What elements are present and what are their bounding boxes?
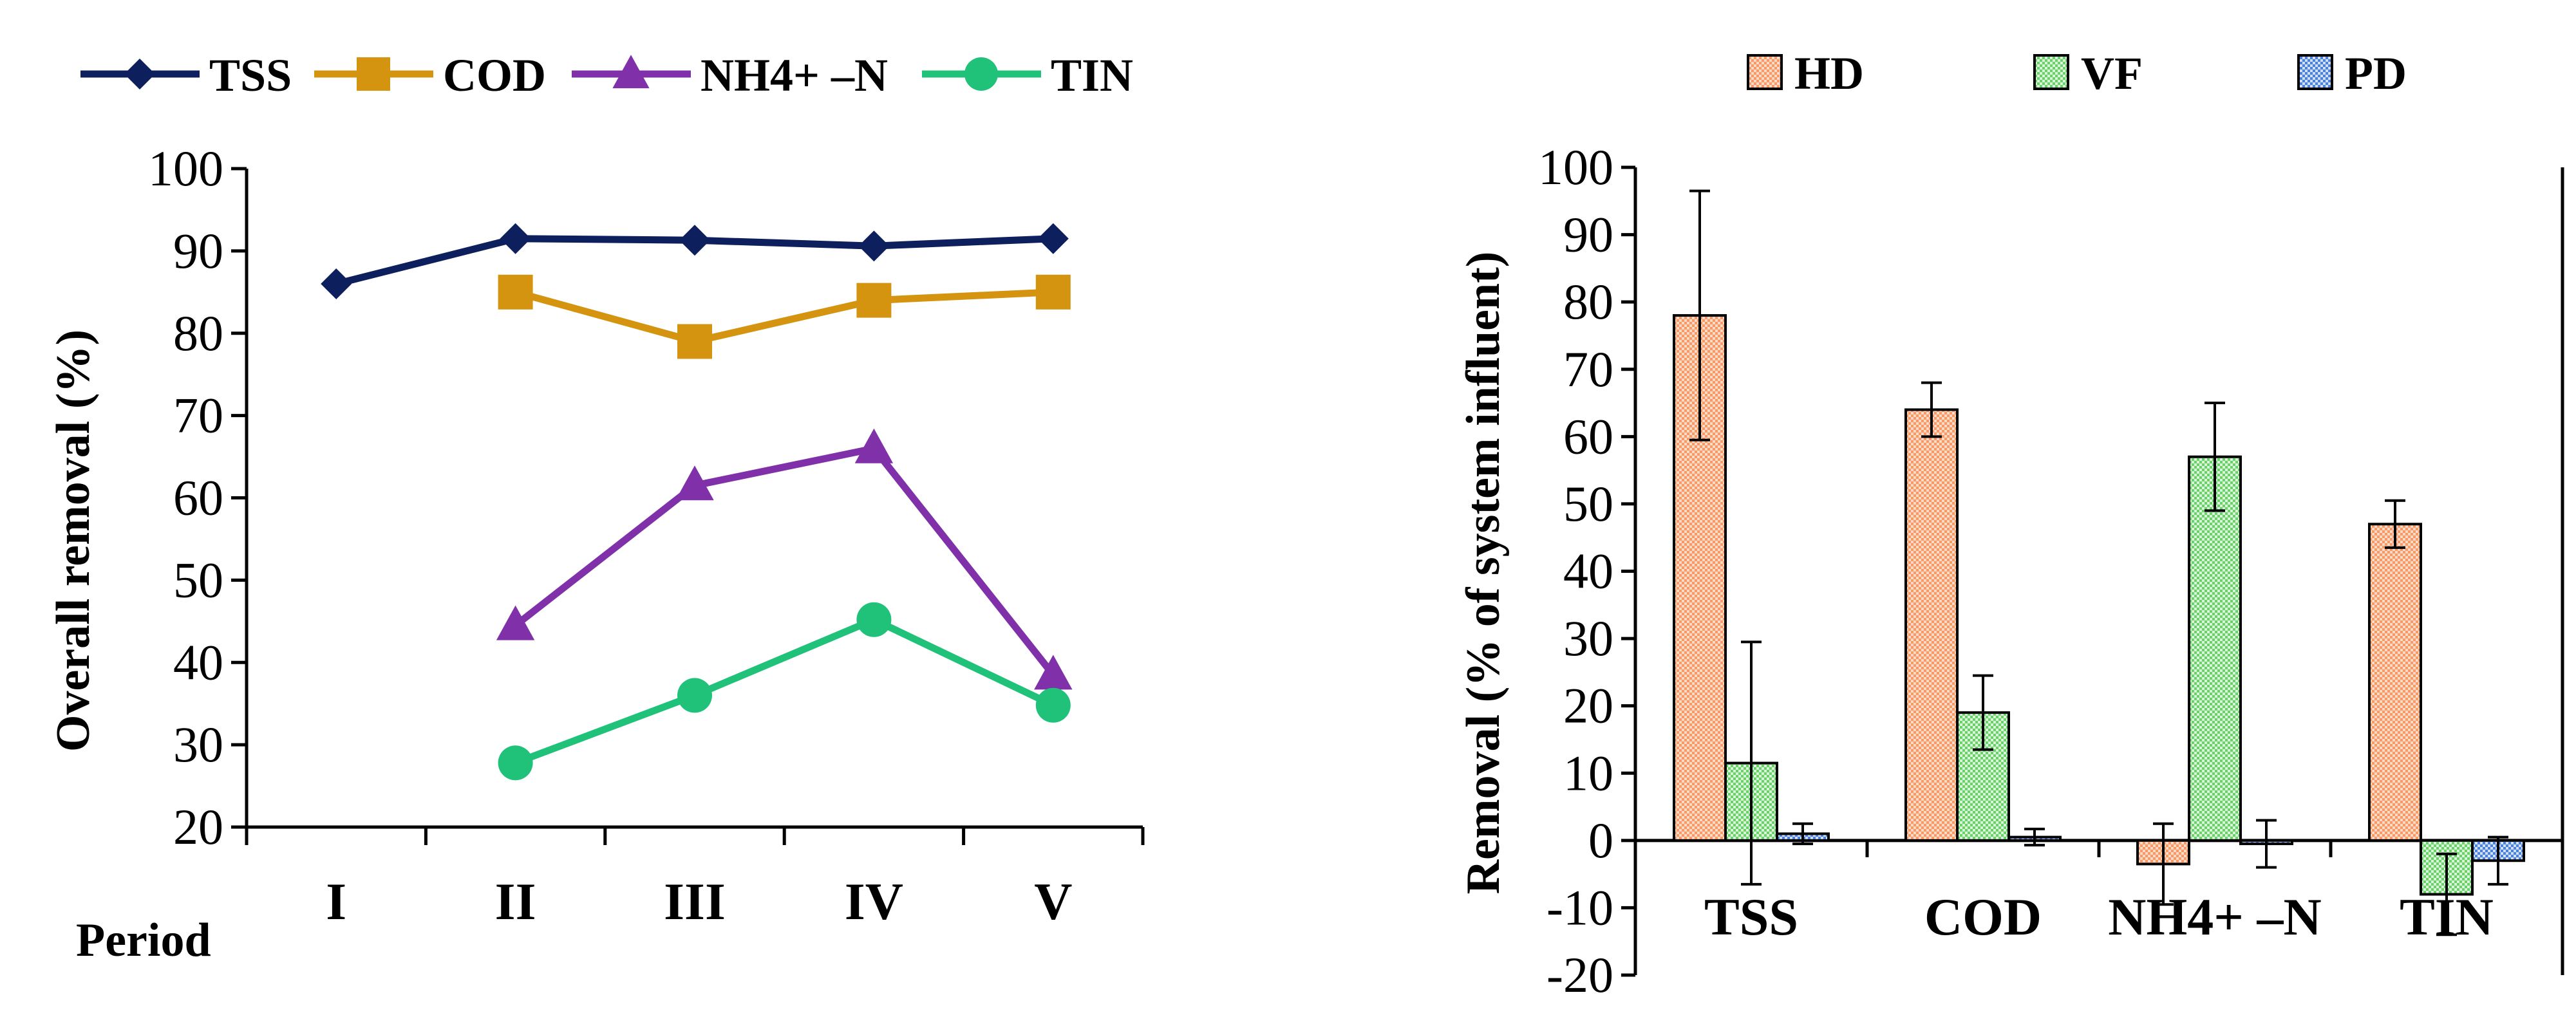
x-tick-label: TSS <box>1704 888 1798 946</box>
bar-chart-y-axis-label: Removal (% of system influent) <box>1457 252 1510 895</box>
series-line-tin <box>514 616 1055 767</box>
y-tick-label: 0 <box>1588 812 1613 868</box>
x-tick-label: I <box>326 872 346 931</box>
legend-swatch-hd <box>1747 54 1783 90</box>
y-tick-label: 20 <box>1563 678 1613 734</box>
y-tick-label: 50 <box>173 552 223 608</box>
y-tick-label: 100 <box>1538 139 1613 195</box>
data-point-nh4-n <box>1034 655 1073 690</box>
y-tick-label: 80 <box>173 305 223 361</box>
y-tick-label: 40 <box>173 634 223 690</box>
legend-label-pd: PD <box>2345 48 2407 99</box>
data-point-tin <box>677 678 712 713</box>
series-line-cod <box>514 288 1054 346</box>
y-tick-label: 30 <box>173 716 223 772</box>
data-point-cod <box>1035 274 1071 310</box>
y-tick-label: 70 <box>173 387 223 443</box>
data-point-nh4-n <box>854 428 894 463</box>
line-chart-x-axis-label: Period <box>76 914 211 967</box>
legend-label-tss: TSS <box>209 50 292 101</box>
line-chart-legend: TSS COD NH4+ –N TIN <box>80 50 1133 101</box>
y-tick-label: 40 <box>1563 543 1613 599</box>
y-tick-label: 50 <box>1563 476 1613 532</box>
data-point-tin <box>498 745 533 781</box>
legend-marker-nh4-n <box>612 55 650 89</box>
bar-vf-nh4-n <box>2188 455 2242 842</box>
y-tick-label: 20 <box>173 799 223 855</box>
y-tick-label: -20 <box>1547 947 1613 1003</box>
x-tick-label: III <box>664 872 726 931</box>
legend-label-tin: TIN <box>1051 50 1133 101</box>
legend-marker-tss <box>124 59 155 89</box>
y-tick-label: 60 <box>1563 408 1613 464</box>
data-point-tss <box>858 230 890 262</box>
y-tick-label: 30 <box>1563 610 1613 666</box>
x-tick-label: NH4+ –N <box>2108 888 2321 946</box>
legend-label-vf: VF <box>2081 48 2143 99</box>
data-point-tin <box>1035 687 1071 723</box>
legend-marker-cod <box>357 57 390 91</box>
legend-swatch-pd <box>2297 54 2333 90</box>
y-tick-label: 90 <box>173 223 223 279</box>
data-point-nh4-n <box>496 605 535 640</box>
data-point-tss <box>321 268 352 300</box>
x-tick-label: V <box>1034 872 1072 931</box>
y-tick-label: 80 <box>1563 274 1613 330</box>
bar-hd-tin <box>2368 523 2422 842</box>
data-point-tss <box>500 223 531 254</box>
x-tick-label: IV <box>845 872 903 931</box>
y-tick-label: -10 <box>1547 879 1613 935</box>
legend-swatch-vf <box>2033 54 2069 90</box>
legend-label-cod: COD <box>443 50 546 101</box>
y-tick-label: 70 <box>1563 341 1613 397</box>
bar-chart-legend: HD VF PD <box>1747 48 2407 99</box>
data-point-nh4-n <box>675 465 714 501</box>
x-tick-label: TIN <box>2400 888 2494 946</box>
line-chart-series <box>321 223 1073 781</box>
data-point-tin <box>856 602 892 637</box>
x-tick-label: II <box>495 872 536 931</box>
data-point-tss <box>1037 223 1069 254</box>
data-point-tss <box>679 225 710 256</box>
data-point-cod <box>856 283 892 318</box>
line-chart-y-axis-label: Overall removal (%) <box>47 330 100 752</box>
y-tick-label: 90 <box>1563 207 1613 263</box>
x-tick-label: COD <box>1924 888 2042 946</box>
data-point-cod <box>677 324 712 359</box>
legend-marker-tin <box>964 57 998 91</box>
bar-chart: HD VF PD -20 -10 0 10 20 30 40 50 60 70 80 90 100 TSS C… <box>1457 48 2564 1003</box>
data-point-cod <box>498 274 533 310</box>
y-tick-label: 60 <box>173 470 223 526</box>
y-tick-label: 10 <box>1563 745 1613 801</box>
bar-chart-bars: TSS COD NH4+ –N TIN <box>1673 189 2525 946</box>
bar-hd-cod <box>1904 408 1959 842</box>
legend-label-nh4-n: NH4+ –N <box>700 50 888 101</box>
y-tick-label: 100 <box>148 140 223 196</box>
legend-label-hd: HD <box>1794 48 1864 99</box>
series-line-nh4-n <box>513 445 1057 677</box>
